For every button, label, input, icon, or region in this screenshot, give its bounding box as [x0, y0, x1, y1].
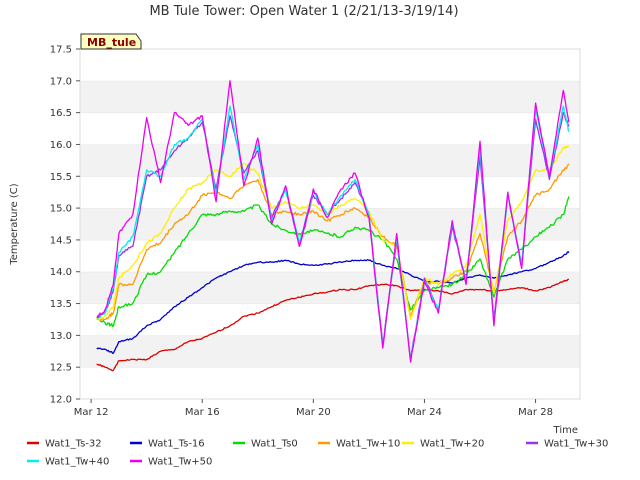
legend: Wat1_Ts-32 Wat1_Ts-16 Wat1_Ts0 Wat1_Tw+10 Wa… [27, 439, 608, 468]
plot-frame [79, 48, 581, 400]
grid-bands [80, 48, 580, 399]
chart-title: MB Tule Tower: Open Water 1 (2/21/13-3/1… [149, 4, 458, 19]
site-label-box [80, 33, 142, 50]
legend-label: Wat1_Ts-16 [148, 439, 205, 450]
x-tick-label: Mar 20 [296, 407, 331, 418]
legend-label: Wat1_Tw+30 [544, 439, 608, 450]
legend-label: Wat1_Tw+40 [45, 457, 109, 468]
y-axis-label: Temperature (C) [9, 183, 20, 265]
y-tick-label: 14.5 [50, 235, 72, 246]
site-label-badge: MB_tule [80, 33, 142, 50]
x-axis-label: Time [553, 425, 578, 436]
y-tick-label: 15.5 [50, 172, 72, 183]
y-tick-label: 17.5 [50, 45, 72, 56]
series-line-wat1-ts-16 [96, 251, 570, 354]
grid-band [80, 271, 580, 304]
x-tick-label: Mar 24 [407, 407, 442, 418]
grid-band [80, 367, 580, 399]
legend-label: Wat1_Ts0 [251, 439, 298, 450]
y-tick-label: 13.0 [50, 331, 72, 342]
site-label: MB_tule [87, 36, 136, 49]
legend-label: Wat1_Tw+20 [420, 439, 484, 450]
x-tick-label: Mar 28 [518, 407, 553, 418]
y-tick-label: 15.0 [50, 204, 72, 215]
y-tick-label: 14.0 [50, 267, 72, 278]
grid-band [80, 49, 580, 81]
y-tick-label: 12.5 [50, 363, 72, 374]
x-axis: Mar 12 Mar 16 Mar 20 Mar 24 Mar 28 [74, 399, 553, 418]
series-lines [96, 80, 570, 372]
y-tick-label: 13.5 [50, 299, 72, 310]
grid-band [80, 112, 580, 145]
grid-band [80, 335, 580, 368]
y-axis: 12.0 12.5 13.0 13.5 14.0 14.5 15.0 15.5 16.0 16.5… [50, 45, 80, 406]
series-line-wat1-tw-50 [96, 80, 570, 363]
legend-label: Wat1_Tw+50 [148, 457, 212, 468]
y-tick-label: 16.5 [50, 108, 72, 119]
series-line-wat1-ts0 [96, 196, 570, 328]
grid-band [80, 303, 580, 336]
x-tick-label: Mar 12 [74, 407, 109, 418]
legend-label: Wat1_Tw+10 [336, 439, 400, 450]
grid-band [80, 144, 580, 177]
grid-band [80, 80, 580, 113]
y-tick-label: 12.0 [50, 395, 72, 406]
y-tick-label: 17.0 [50, 76, 72, 87]
legend-label: Wat1_Ts-32 [45, 439, 102, 450]
x-tick-label: Mar 16 [185, 407, 220, 418]
grid-band [80, 176, 580, 209]
y-tick-label: 16.0 [50, 140, 72, 151]
